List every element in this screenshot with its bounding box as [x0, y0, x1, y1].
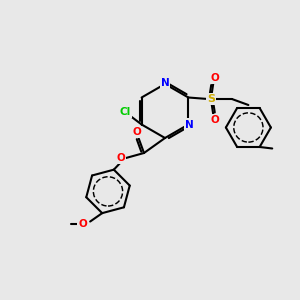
Text: O: O — [78, 219, 87, 229]
Text: N: N — [160, 78, 169, 88]
Text: N: N — [185, 119, 194, 130]
Text: O: O — [210, 115, 219, 125]
Text: O: O — [116, 153, 125, 164]
Text: O: O — [210, 73, 219, 83]
Text: O: O — [132, 127, 141, 137]
Text: Cl: Cl — [119, 107, 131, 117]
Text: S: S — [207, 94, 215, 104]
